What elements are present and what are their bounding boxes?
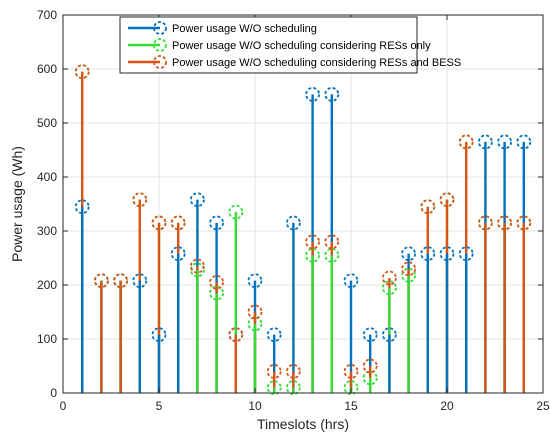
stem-marker [497,134,513,150]
stem-marker [497,215,513,231]
legend-marker [153,21,167,35]
y-tick-label: 100 [37,332,57,346]
stem-marker [151,215,167,231]
x-tick-label: 10 [248,399,262,413]
x-tick-label: 20 [440,399,454,413]
stem-marker [209,215,225,231]
stem-marker [439,192,455,208]
y-axis-label: Power usage (Wh) [9,146,25,262]
stem-marker [420,246,436,262]
stem-marker [266,380,282,396]
stem-marker [401,246,417,262]
stem-marker [381,327,397,343]
stem-marker [189,262,205,278]
stem-marker [458,246,474,262]
stem-marker [401,267,417,283]
y-tick-label: 300 [37,224,57,238]
stem-marker [285,363,301,379]
stem-marker [324,234,340,250]
x-tick-label: 15 [344,399,358,413]
y-ticks: 0 100 200 300 400 500 600 700 [37,8,543,400]
stem-marker [151,327,167,343]
stem-marker [362,327,378,343]
x-tick-label: 5 [156,399,163,413]
stem-marker [247,316,263,332]
stem-marker [477,134,493,150]
stem-marker [343,363,359,379]
stem-marker [132,273,148,289]
y-tick-label: 400 [37,170,57,184]
legend-marker [153,38,167,52]
legend-box [119,16,418,74]
data-stems [80,71,525,393]
legend-label: Power usage W/O scheduling considering R… [172,57,461,69]
stem-marker [247,273,263,289]
stem-marker [209,274,225,290]
stem-marker [74,199,90,215]
stem-marker [305,247,321,263]
stem-marker [113,273,128,289]
x-axis-label: Timeslots (hrs) [257,416,349,432]
x-tick-label: 0 [60,399,67,413]
y-tick-label: 200 [37,278,57,292]
stem-marker [362,370,378,386]
stem-marker [285,215,301,231]
legend: Power usage W/O scheduling Power usage W/… [119,16,461,74]
stem-marker [189,258,205,274]
y-tick-label: 700 [37,8,57,22]
y-tick-label: 0 [50,386,57,400]
stem-marker [94,273,109,289]
stem-marker [324,247,340,263]
stem-marker [170,246,186,262]
stem-marker [305,234,321,250]
stem-marker [343,380,359,396]
stem-marker [343,273,359,289]
stem-marker [362,358,378,374]
stem-marker [439,246,455,262]
stem-marker [209,285,225,301]
stem-marker [189,192,205,208]
legend-label: Power usage W/O scheduling [172,23,317,35]
stem-marker [247,304,263,320]
data-markers [74,64,532,396]
stem-marker [477,215,493,231]
stem-marker [324,86,340,102]
plot-frame [62,14,544,394]
stem-marker [285,380,301,396]
stem-marker [420,199,436,215]
legend-marker [153,55,167,69]
stem-marker [458,134,474,150]
stem-marker [381,270,397,286]
stem-marker [401,261,417,277]
stem-marker [228,204,244,220]
stem-marker [381,280,397,296]
stem-marker [228,327,244,343]
x-ticks: 0 5 10 15 20 25 [60,15,550,413]
legend-label: Power usage W/O scheduling considering R… [172,40,431,52]
stem-marker [266,327,282,343]
stem-marker [170,215,186,231]
stem-marker [305,86,321,102]
stem-marker [132,192,148,208]
x-tick-label: 25 [536,399,550,413]
stem-marker [516,215,532,231]
stem-marker [266,363,282,379]
stem-marker [516,134,532,150]
y-tick-label: 500 [37,116,57,130]
y-tick-label: 600 [37,62,57,76]
stem-marker [74,64,90,80]
